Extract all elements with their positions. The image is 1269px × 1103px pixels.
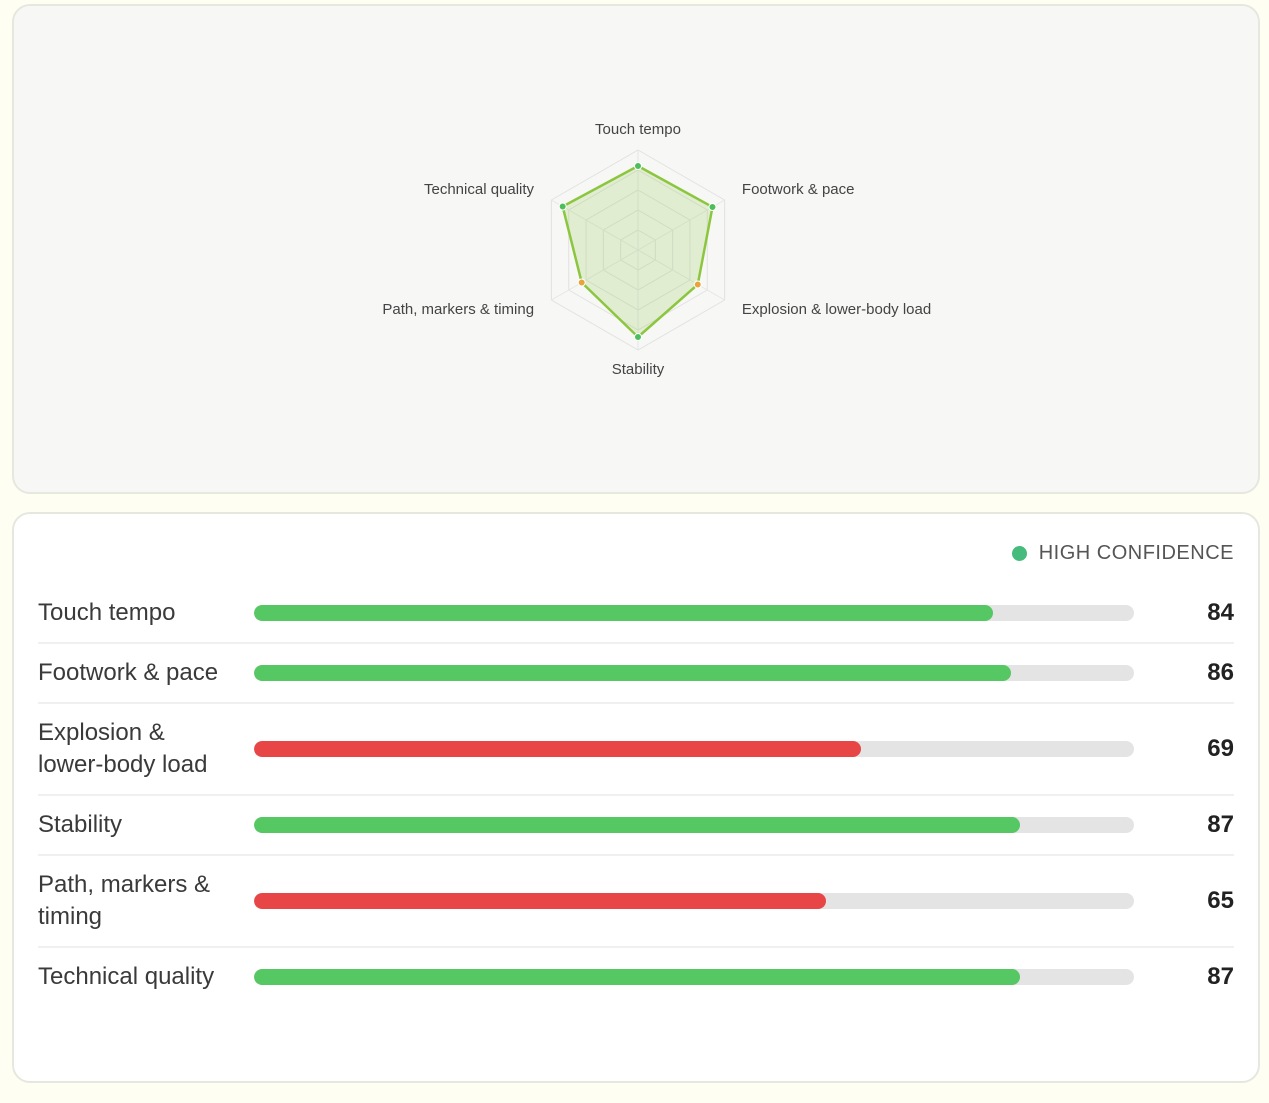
bar-row: Technical quality 87 [38,948,1234,1006]
bar-track [254,665,1134,681]
bar-value: 87 [1207,963,1234,990]
radar-card: Touch tempo Footwork & pace Explosion & lo… [12,4,1260,494]
radar-label: Explosion & lower-body load [742,301,931,318]
bar-value: 87 [1207,811,1234,838]
radar-spoke [551,249,639,301]
bar-list: Touch tempo 84 Footwork & pace 86 Explosion … [38,584,1234,1006]
bar [254,741,862,757]
legend-label: HIGH CONFIDENCE [1038,542,1234,564]
bar-track [254,605,1134,621]
legend: HIGH CONFIDENCE [1011,542,1234,565]
bar-label: Explosion & lower-body load [38,719,208,778]
radar-spoke [637,249,725,301]
bar [254,605,994,621]
radar-chart: Touch tempo Footwork & pace Explosion & lo… [382,121,931,378]
bar-track [254,817,1134,833]
bar-track [254,741,1134,757]
radar-point [708,203,717,211]
bar-value: 86 [1207,659,1234,686]
bar-row: Touch tempo 84 [38,584,1234,644]
bar [254,893,826,909]
bar-row: Path, markers & timing 65 [38,856,1234,948]
bar-row: Stability 87 [38,796,1234,856]
bar [254,969,1020,985]
radar-point [634,333,642,341]
radar-point [634,162,642,170]
bar-track [254,893,1134,909]
bar-label: Path, markers & timing [38,871,211,930]
radar-label: Path, markers & timing [382,301,534,318]
bar-value: 84 [1207,599,1234,626]
legend-dot [1011,546,1027,561]
bar [254,817,1020,833]
bar-value: 69 [1207,735,1234,762]
radar-label: Stability [612,361,665,378]
bar-value: 65 [1207,887,1234,914]
bar-label: Touch tempo [38,599,176,626]
bar-track [254,969,1134,985]
radar-point [693,280,702,289]
bar [254,665,1011,681]
bar-label: Footwork & pace [38,659,219,686]
bar-label: Stability [38,811,123,838]
bar-row: Explosion & lower-body load 69 [38,704,1234,796]
bars-card: HIGH CONFIDENCE Touch tempo 84 Footwork & … [12,512,1260,1083]
radar-label: Footwork & pace [742,181,855,198]
bar-row: Footwork & pace 86 [38,644,1234,704]
radar-area [561,164,714,339]
bar-label: Technical quality [38,963,215,990]
radar-point [577,278,586,287]
radar-point [558,202,567,211]
radar-label: Touch tempo [595,121,681,138]
radar-label: Technical quality [424,181,535,198]
